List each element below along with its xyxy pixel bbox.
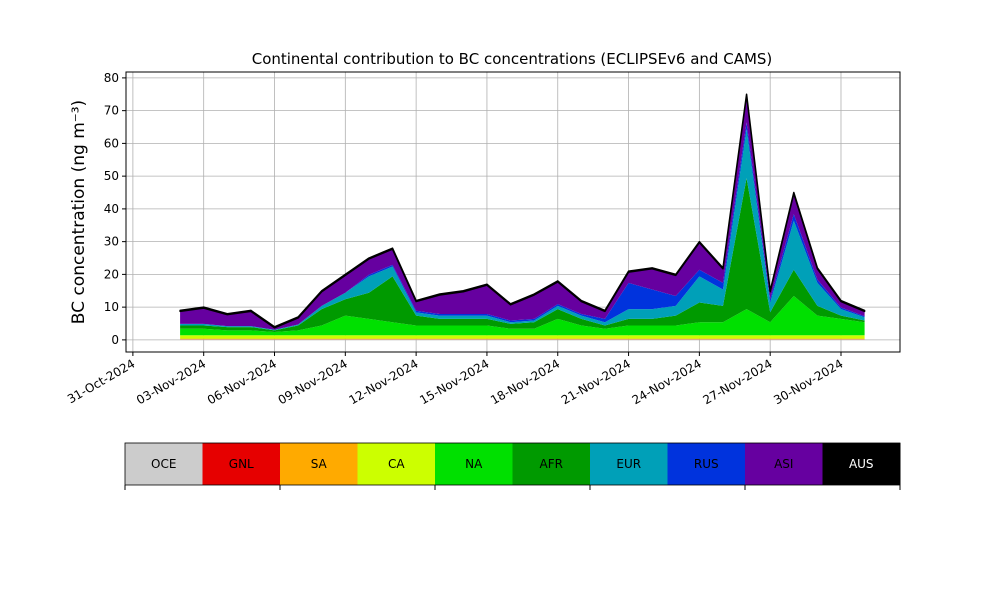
y-tick-label: 10	[104, 300, 119, 314]
y-tick-label: 30	[104, 235, 119, 249]
legend-label: ASI	[774, 457, 793, 471]
x-tick-label: 31-Oct-2024	[65, 356, 137, 406]
area	[180, 339, 865, 340]
y-tick-label: 60	[104, 136, 119, 150]
colorbar-ticks	[125, 485, 900, 490]
legend-label: RUS	[694, 457, 719, 471]
x-tick-label: 18-Nov-2024	[488, 356, 562, 407]
x-tick-label: 12-Nov-2024	[346, 356, 420, 407]
legend-label: EUR	[616, 457, 641, 471]
x-tick-label: 09-Nov-2024	[276, 356, 350, 407]
legend-label: OCE	[151, 457, 176, 471]
legend-label: CA	[388, 457, 405, 471]
chart-title: Continental contribution to BC concentra…	[252, 50, 773, 68]
y-tick-label: 40	[104, 202, 119, 216]
y-axis-label: BC concentration (ng m⁻³)	[69, 100, 89, 324]
y-tick-label: 50	[104, 169, 119, 183]
y-tick-label: 20	[104, 267, 119, 281]
y-tick-label: 0	[111, 333, 119, 347]
x-tick-label: 30-Nov-2024	[771, 356, 845, 407]
x-tick-label: 27-Nov-2024	[700, 356, 774, 407]
x-tick-label: 15-Nov-2024	[417, 356, 491, 407]
legend-label: NA	[465, 457, 483, 471]
legend-label: AFR	[540, 457, 563, 471]
x-tick-label: 03-Nov-2024	[134, 356, 208, 407]
y-tick-label: 80	[104, 71, 119, 85]
legend-label: AUS	[849, 457, 874, 471]
x-tick-label: 24-Nov-2024	[630, 356, 704, 407]
x-tick-label: 21-Nov-2024	[559, 356, 633, 407]
x-tick-label: 06-Nov-2024	[205, 356, 279, 407]
area	[180, 335, 865, 338]
legend-label: GNL	[229, 457, 254, 471]
legend-label: SA	[311, 457, 328, 471]
y-tick-label: 70	[104, 104, 119, 118]
